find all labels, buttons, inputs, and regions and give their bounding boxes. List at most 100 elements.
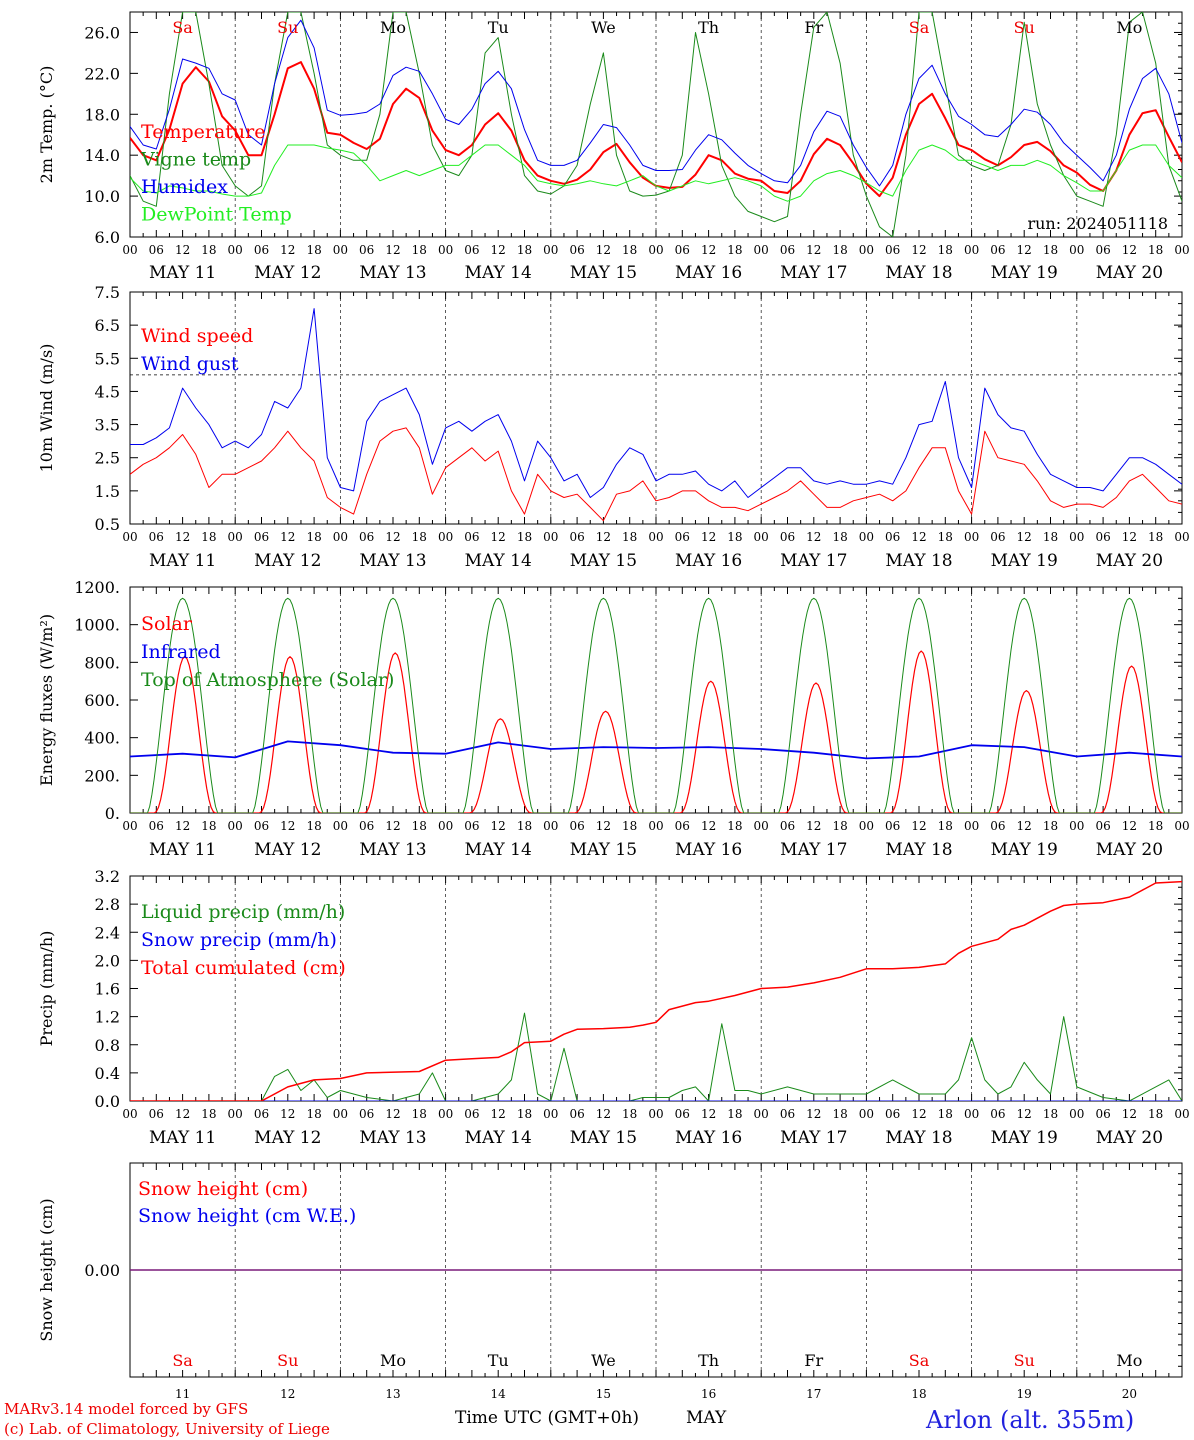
day-number: 11 bbox=[175, 1387, 190, 1401]
y-tick-label: 1.6 bbox=[95, 980, 120, 999]
x-date-label: MAY 15 bbox=[570, 840, 637, 860]
y-axis-label: 2m Temp. (°C) bbox=[37, 66, 56, 184]
x-hour-label: 06 bbox=[990, 530, 1005, 544]
x-hour-label: 06 bbox=[569, 530, 584, 544]
station-name: Arlon (alt. 355m) bbox=[925, 1406, 1134, 1434]
x-hour-label: 18 bbox=[306, 530, 321, 544]
x-hour-label: 18 bbox=[412, 1107, 427, 1121]
footer: MARv3.14 model forced by GFS (c) Lab. of… bbox=[4, 1400, 1134, 1438]
x-hour-label: 00 bbox=[228, 1107, 243, 1121]
day-number: 12 bbox=[280, 1387, 295, 1401]
y-tick-label: 0.00 bbox=[84, 1261, 120, 1280]
y-tick-label: 2.0 bbox=[95, 951, 120, 970]
x-hour-label: 18 bbox=[622, 819, 637, 833]
x-hour-label: 00 bbox=[754, 530, 769, 544]
chart-panel-5: 0.00 Snow height (cm) Snow height (cm) Snow… bbox=[37, 1162, 1183, 1401]
y-tick-label: 600. bbox=[84, 691, 120, 710]
x-hour-label: 00 bbox=[964, 819, 979, 833]
x-date-label: MAY 20 bbox=[1096, 263, 1163, 283]
x-hour-label: 00 bbox=[228, 530, 243, 544]
series-dewpoint-temp bbox=[130, 144, 1182, 202]
y-tick-label: 400. bbox=[84, 729, 120, 748]
model-credit: MARv3.14 model forced by GFS bbox=[4, 1400, 248, 1418]
x-hour-label: 12 bbox=[806, 1107, 821, 1121]
day-name: We bbox=[591, 18, 616, 37]
x-hour-label: 12 bbox=[280, 819, 295, 833]
day-name: Mo bbox=[380, 1351, 406, 1370]
x-hour-label: 18 bbox=[1043, 819, 1058, 833]
x-hour-label: 00 bbox=[964, 1107, 979, 1121]
x-hour-label: 12 bbox=[806, 243, 821, 257]
legend-entry: Solar bbox=[141, 613, 193, 635]
y-tick-label: 0. bbox=[105, 804, 120, 823]
x-date-label: MAY 16 bbox=[675, 263, 742, 283]
x-hour-label: 00 bbox=[648, 530, 663, 544]
x-hour-label: 18 bbox=[517, 243, 532, 257]
x-hour-label: 18 bbox=[306, 1107, 321, 1121]
x-hour-label: 06 bbox=[990, 243, 1005, 257]
x-hour-label: 12 bbox=[280, 1107, 295, 1121]
y-tick-label: 0.4 bbox=[95, 1064, 120, 1083]
x-hour-label: 18 bbox=[1043, 530, 1058, 544]
x-hour-label: 18 bbox=[1148, 1107, 1163, 1121]
x-hour-label: 18 bbox=[938, 243, 953, 257]
day-number: 14 bbox=[491, 1387, 507, 1401]
x-hour-label: 06 bbox=[885, 530, 900, 544]
x-hour-label: 18 bbox=[938, 819, 953, 833]
x-date-label: MAY 15 bbox=[570, 1128, 637, 1148]
x-hour-label: 12 bbox=[385, 243, 400, 257]
series-group bbox=[130, 308, 1182, 522]
y-tick-label: 2.8 bbox=[95, 895, 120, 914]
x-hour-label: 00 bbox=[333, 530, 348, 544]
x-date-label: MAY 20 bbox=[1096, 1128, 1163, 1148]
x-date-label: MAY 14 bbox=[465, 1128, 532, 1148]
x-date-label: MAY 13 bbox=[359, 551, 426, 571]
day-name: Sa bbox=[172, 1351, 193, 1370]
day-number: 19 bbox=[1017, 1387, 1032, 1401]
x-hour-label: 18 bbox=[938, 1107, 953, 1121]
y-tick-label: 1.2 bbox=[95, 1008, 120, 1027]
day-number: 17 bbox=[806, 1387, 821, 1401]
x-hour-label: 00 bbox=[543, 243, 558, 257]
x-hour-label: 00 bbox=[648, 819, 663, 833]
day-number: 15 bbox=[596, 1387, 611, 1401]
x-hour-label: 12 bbox=[911, 243, 926, 257]
x-hour-label: 18 bbox=[1043, 243, 1058, 257]
chart-panel-1: 6.0 10.0 14.0 18.0 22.0 26.0 2m Temp. (°C) 00 06… bbox=[37, 11, 1190, 283]
x-hour-label: 12 bbox=[701, 819, 716, 833]
x-hour-label: 00 bbox=[333, 243, 348, 257]
x-hour-label: 12 bbox=[1122, 243, 1137, 257]
day-name: Su bbox=[277, 18, 298, 37]
x-date-label: MAY 14 bbox=[465, 551, 532, 571]
x-date-label: MAY 12 bbox=[254, 1128, 321, 1148]
x-hour-label: 18 bbox=[622, 1107, 637, 1121]
x-hour-label: 18 bbox=[622, 243, 637, 257]
x-date-label: MAY 16 bbox=[675, 840, 742, 860]
y-tick-label: 0.0 bbox=[95, 1092, 120, 1111]
x-hour-label: 12 bbox=[175, 1107, 190, 1121]
day-name: Sa bbox=[909, 18, 930, 37]
x-hour-label: 00 bbox=[859, 819, 874, 833]
x-hour-label: 12 bbox=[385, 1107, 400, 1121]
x-date-label: MAY 17 bbox=[780, 840, 847, 860]
x-hour-label: 00 bbox=[754, 243, 769, 257]
day-name: Fr bbox=[804, 18, 823, 37]
x-hour-label: 00 bbox=[964, 243, 979, 257]
x-date-label: MAY 11 bbox=[149, 551, 216, 571]
legend-entry: Snow precip (mm/h) bbox=[141, 929, 337, 951]
x-hour-label: 00 bbox=[1174, 530, 1189, 544]
day-name: Su bbox=[1014, 1351, 1035, 1370]
x-hour-label: 12 bbox=[1122, 530, 1137, 544]
x-hour-label: 18 bbox=[727, 819, 742, 833]
series-group bbox=[130, 597, 1182, 813]
y-tick-label: 22.0 bbox=[84, 64, 120, 83]
x-date-label: MAY 17 bbox=[780, 1128, 847, 1148]
x-hour-label: 00 bbox=[438, 243, 453, 257]
x-hour-label: 06 bbox=[464, 530, 479, 544]
y-tick-label: 0.8 bbox=[95, 1036, 120, 1055]
x-date-label: MAY 15 bbox=[570, 551, 637, 571]
y-tick-label: 200. bbox=[84, 766, 120, 785]
y-tick-label: 10.0 bbox=[84, 187, 120, 206]
x-hour-label: 00 bbox=[122, 243, 137, 257]
x-date-label: MAY 12 bbox=[254, 551, 321, 571]
